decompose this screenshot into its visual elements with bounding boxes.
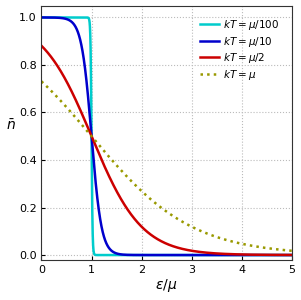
$kT=\mu/100$ [200, 253, 204, 257]
$kT=\mu$ [274, 248, 278, 251]
$kT=\mu$ [40, 80, 43, 83]
$kT=\mu$ [219, 236, 223, 240]
$kT=\mu/10$ [219, 253, 223, 257]
$kT=\mu/2$ [40, 44, 43, 48]
$kT=\mu$ [290, 249, 294, 253]
$kT=\mu/2$ [290, 253, 294, 257]
$kT=\mu/2$ [200, 250, 204, 254]
$kT=\mu/10$ [191, 253, 195, 257]
$kT=\mu/100$ [158, 253, 162, 257]
$kT=\mu/10$ [40, 16, 43, 19]
$kT=\mu$ [200, 230, 204, 233]
Y-axis label: $\bar{n}$: $\bar{n}$ [5, 118, 15, 133]
$kT=\mu$ [102, 149, 106, 153]
$kT=\mu/100$ [274, 253, 278, 257]
$kT=\mu/2$ [219, 252, 223, 256]
$kT=\mu/2$ [191, 249, 195, 253]
$kT=\mu/10$ [158, 253, 162, 257]
$kT=\mu/100$ [40, 16, 43, 19]
$kT=\mu/100$ [219, 253, 223, 257]
$kT=\mu/100$ [191, 253, 195, 257]
Line: $kT=\mu/100$: $kT=\mu/100$ [42, 17, 292, 255]
Line: $kT=\mu$: $kT=\mu$ [42, 81, 292, 251]
$kT=\mu$ [191, 226, 195, 229]
$kT=\mu/2$ [158, 239, 162, 242]
$kT=\mu/10$ [274, 253, 278, 257]
X-axis label: $\epsilon/\mu$: $\epsilon/\mu$ [156, 278, 178, 294]
$kT=\mu$ [158, 205, 162, 208]
$kT=\mu/2$ [102, 163, 106, 167]
$kT=\mu/10$ [102, 235, 106, 238]
$kT=\mu/10$ [200, 253, 204, 257]
$kT=\mu/100$ [290, 253, 294, 257]
Line: $kT=\mu/2$: $kT=\mu/2$ [42, 46, 292, 255]
Line: $kT=\mu/10$: $kT=\mu/10$ [42, 17, 292, 255]
$kT=\mu/100$ [102, 253, 106, 257]
Legend: $kT=\mu/100$, $kT=\mu/10$, $kT=\mu/2$, $kT=\mu$: $kT=\mu/100$, $kT=\mu/10$, $kT=\mu/2$, $… [198, 16, 282, 84]
$kT=\mu/10$ [290, 253, 294, 257]
$kT=\mu/2$ [274, 253, 278, 257]
